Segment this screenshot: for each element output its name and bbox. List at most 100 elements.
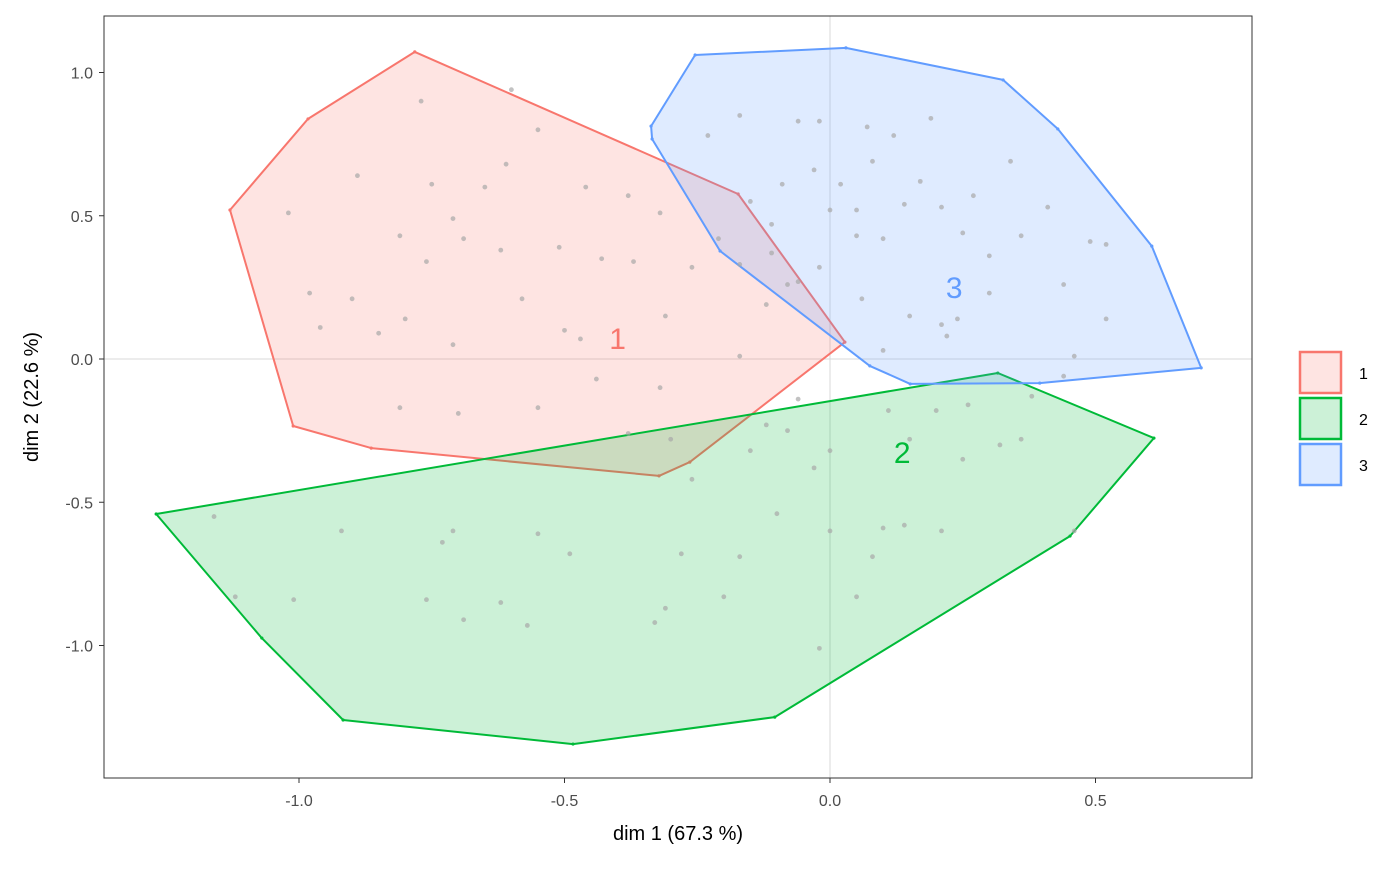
cluster-2-point <box>939 528 944 534</box>
cluster-1-point <box>509 87 514 93</box>
cluster-1-point <box>402 316 408 322</box>
cluster-3-point <box>986 253 992 259</box>
cluster-3-point <box>944 333 950 339</box>
cluster-3-hull-vertex <box>649 124 653 128</box>
legend: 1 2 3 <box>1298 350 1368 487</box>
cluster-3-point <box>816 118 822 124</box>
cluster-3-point <box>960 230 966 236</box>
cluster-3-point <box>1071 353 1077 359</box>
cluster-3-point <box>1103 316 1109 322</box>
cluster-3-point <box>1008 158 1013 164</box>
legend-label-2: 2 <box>1359 412 1368 429</box>
cluster-1-hull-vertex <box>657 474 661 478</box>
cluster-3-point <box>1045 204 1051 210</box>
cluster-1-point <box>657 210 663 216</box>
cluster-3-point <box>870 158 875 164</box>
cluster-3-point <box>939 322 944 328</box>
cluster-1-point <box>424 259 429 264</box>
cluster-3-point <box>901 201 907 207</box>
cluster-2-point <box>678 551 684 557</box>
cluster-3-point <box>779 181 785 187</box>
cluster-3-point <box>747 199 753 204</box>
cluster-3-point <box>811 167 817 173</box>
cluster-1-point <box>455 411 461 416</box>
cluster-1-point <box>317 325 323 330</box>
cluster-3-hull-vertex <box>1150 244 1154 248</box>
cluster-3-point <box>737 113 743 118</box>
cluster-2-point <box>291 597 297 603</box>
cluster-2-point <box>886 408 891 413</box>
cluster-2-point <box>795 396 801 402</box>
y-axis-title: dim 2 (22.6 %) <box>21 332 43 462</box>
cluster-3-point <box>1018 233 1024 239</box>
cluster-2-point <box>721 594 727 600</box>
cluster-1-point <box>355 173 360 179</box>
cluster-2-point <box>1018 436 1024 442</box>
cluster-2-point <box>774 511 780 517</box>
cluster-1-point <box>397 233 403 239</box>
cluster-3-point <box>986 290 992 296</box>
legend-key-bg <box>1300 352 1341 393</box>
cluster-2-hull-vertex <box>1068 534 1072 538</box>
cluster-1-hull-vertex <box>688 460 692 464</box>
cluster-3-point <box>880 236 886 242</box>
cluster-2-point <box>827 448 833 454</box>
cluster-2-hull-vertex <box>260 636 264 640</box>
cluster-1-point <box>583 184 589 190</box>
x-tick-label: 0.0 <box>819 793 841 810</box>
cluster-3-hull-vertex <box>1038 381 1042 385</box>
cluster-1-point <box>450 216 456 222</box>
cluster-3-point <box>859 296 865 302</box>
cluster-3-point <box>1103 242 1109 247</box>
cluster-1-hull-vertex <box>843 340 847 344</box>
cluster-2-point <box>424 597 429 603</box>
cluster-1-point <box>737 262 743 267</box>
cluster-1-hull-vertex <box>291 424 295 428</box>
cluster-2-hull-vertex <box>1152 436 1156 440</box>
cluster-1-label: 1 <box>609 323 626 356</box>
y-tick-label: 1.0 <box>71 66 93 83</box>
cluster-2-point <box>737 554 743 560</box>
cluster-1-point <box>376 330 382 336</box>
x-tick-label: -1.0 <box>285 793 313 810</box>
cluster-1-point <box>397 405 403 411</box>
cluster-2-point <box>211 514 217 519</box>
cluster-3-point <box>838 181 844 187</box>
cluster-1-point <box>631 259 636 264</box>
cluster-2-hull-vertex <box>341 718 345 722</box>
legend-label-3: 3 <box>1359 458 1368 475</box>
cluster-3-label: 3 <box>946 272 963 305</box>
cluster-2-point <box>232 594 238 600</box>
cluster-3-point <box>705 133 711 138</box>
cluster-1-point <box>562 327 567 333</box>
legend-key-bg <box>1300 398 1341 439</box>
cluster-1-point <box>349 296 355 302</box>
cluster-1-point <box>716 236 721 242</box>
cluster-2-point <box>625 431 631 436</box>
cluster-1-point <box>763 302 769 307</box>
cluster-3-point <box>1061 282 1067 287</box>
cluster-3-hull-vertex <box>718 249 722 253</box>
cluster-2-hull-vertex <box>773 715 777 719</box>
cluster-1-hull-vertex <box>736 192 740 196</box>
cluster-3-hull-vertex <box>1001 78 1005 82</box>
cluster-2-hull-vertex <box>996 371 1000 375</box>
cluster-1-point <box>535 405 541 411</box>
cluster-3-hull-vertex <box>650 137 654 141</box>
cluster-2-point <box>652 620 658 625</box>
cluster-3-point <box>816 264 822 270</box>
cluster-1-point <box>578 336 583 342</box>
cluster-1-point <box>519 296 525 302</box>
cluster-3-point <box>907 313 913 319</box>
y-tick-label: -1.0 <box>65 639 93 656</box>
cluster-2-point <box>535 531 541 537</box>
cluster-1-hull <box>229 50 846 477</box>
cluster-2-label: 2 <box>894 437 911 470</box>
cluster-2-point <box>1061 373 1067 379</box>
cluster-3-point <box>827 207 833 213</box>
x-tick-label: 0.5 <box>1084 793 1106 810</box>
legend-label-1: 1 <box>1359 366 1368 383</box>
legend-key-bg <box>1300 444 1341 485</box>
cluster-2-hull-vertex <box>154 512 158 516</box>
